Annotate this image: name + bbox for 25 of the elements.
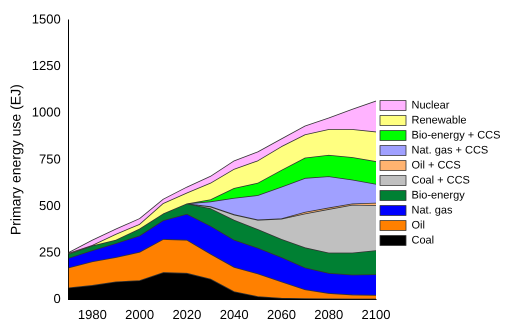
y-tick-label: 1500	[32, 12, 61, 27]
y-tick-label: 500	[39, 198, 61, 213]
legend-label: Nat. gas	[412, 204, 453, 217]
legend-label: Coal + CCS	[412, 174, 470, 187]
x-tick-label: 2100	[362, 306, 390, 322]
y-tick-label: 750	[39, 151, 61, 166]
x-tick-label: 2060	[266, 306, 296, 322]
legend-label: Oil + CCS	[412, 160, 461, 172]
legend-label: Renewable	[412, 114, 467, 127]
y-tick-label: 250	[39, 244, 61, 260]
y-axis-title: Primary energy use (EJ)	[7, 84, 24, 236]
legend-label: Coal	[412, 234, 434, 247]
y-tick-label: 0	[53, 290, 61, 306]
y-tick-label: 1000	[32, 104, 61, 120]
legend-label: Bio-energy	[412, 190, 466, 202]
x-tick-label: 2020	[172, 306, 202, 322]
legend-label: Bio-energy + CCS	[412, 130, 500, 142]
legend-label: Nuclear	[412, 100, 450, 112]
y-tick-label: 1250	[32, 58, 61, 74]
legend-label: Nat. gas + CCS	[412, 144, 488, 157]
x-tick-label: 2080	[314, 306, 344, 322]
x-tick-label: 1980	[78, 306, 107, 322]
x-tick-label: 2000	[125, 306, 154, 322]
x-tick-label: 2040	[220, 306, 249, 322]
legend-label: Oil	[412, 220, 425, 232]
